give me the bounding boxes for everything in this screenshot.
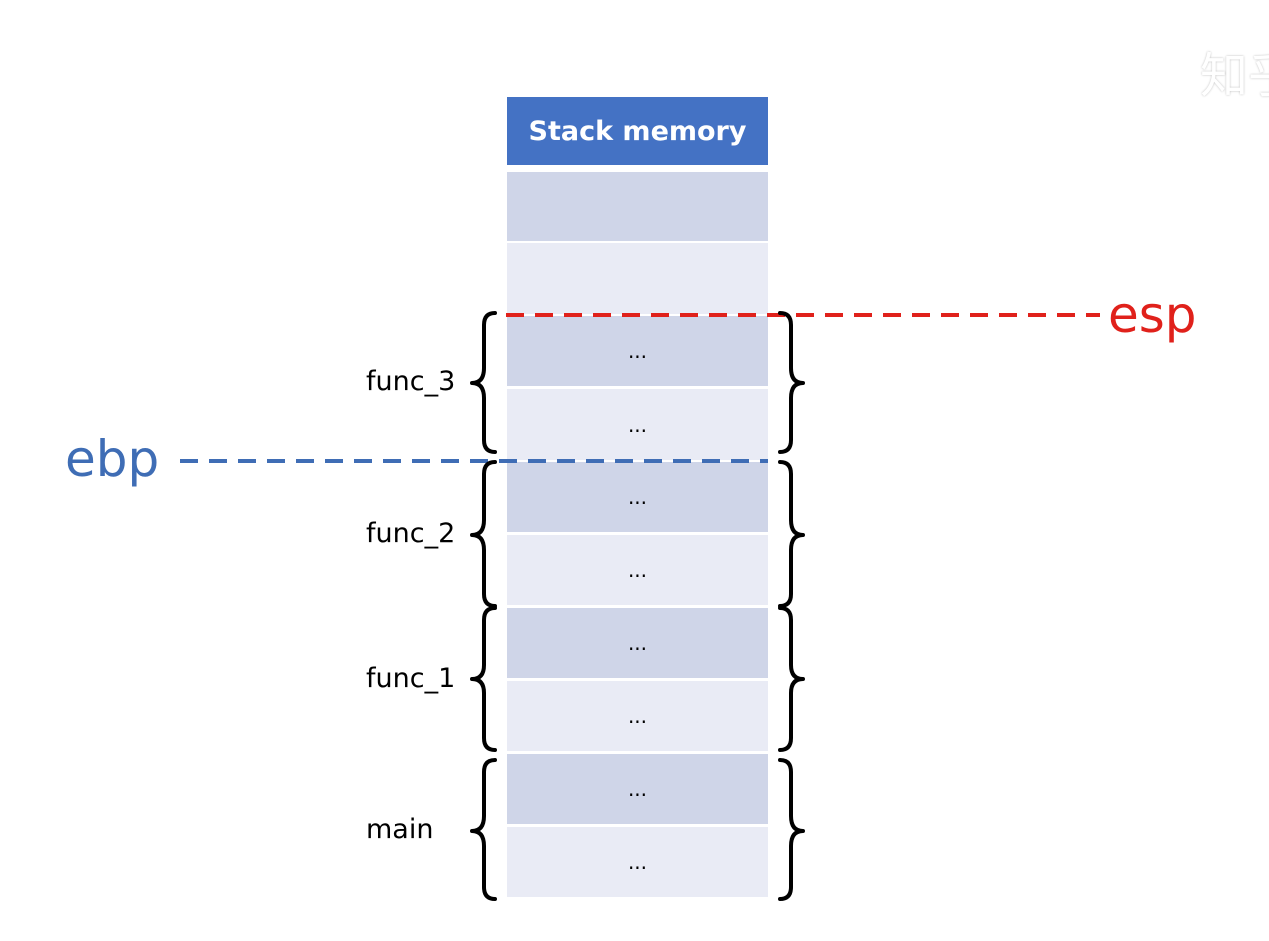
stack-cell: [507, 172, 768, 241]
right-brace-func-2: [778, 460, 805, 608]
stack-cell: ...: [507, 535, 768, 605]
frame-label-func-3: func_3: [366, 366, 456, 397]
stack-cell: ...: [507, 681, 768, 751]
left-brace-func-1: [470, 606, 497, 752]
stack-cell: ...: [507, 608, 768, 678]
stack-cell: ...: [507, 827, 768, 897]
right-brace-func-1: [778, 606, 805, 752]
stack-cell: ...: [507, 316, 768, 386]
frame-label-func-2: func_2: [366, 518, 456, 549]
left-brace-func-3: [470, 311, 497, 454]
esp-label: esp: [1108, 286, 1197, 344]
stack-cell: ...: [507, 462, 768, 532]
watermark-logo: 知乎: [1200, 48, 1269, 104]
stack-cell: ...: [507, 389, 768, 460]
right-brace-func-3: [778, 311, 805, 454]
stack-header: Stack memory: [507, 97, 768, 165]
left-brace-main: [470, 758, 497, 901]
stack-cell: ...: [507, 754, 768, 824]
left-brace-func-2: [470, 460, 497, 608]
ebp-label: ebp: [65, 430, 160, 488]
right-brace-main: [778, 758, 805, 901]
frame-label-main: main: [366, 814, 434, 845]
stack-cell: [507, 243, 768, 314]
frame-label-func-1: func_1: [366, 663, 456, 694]
